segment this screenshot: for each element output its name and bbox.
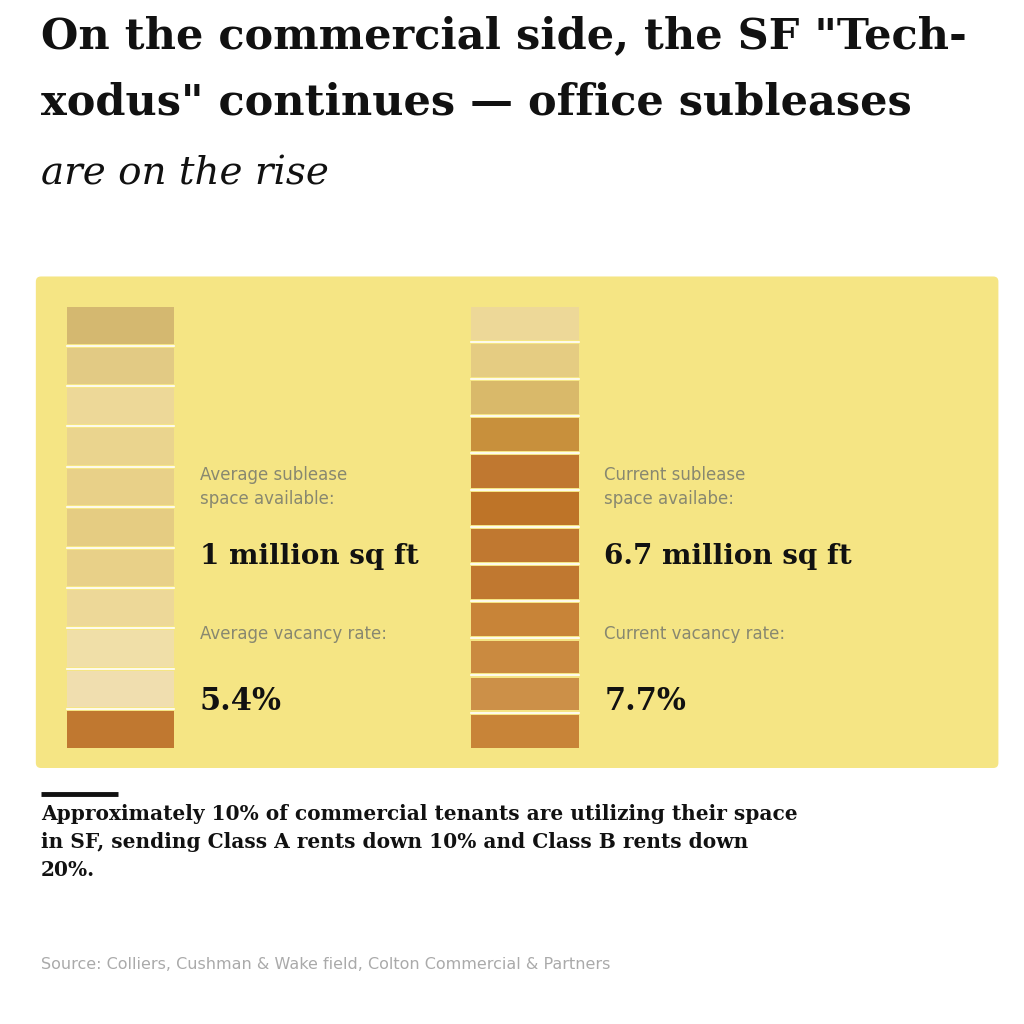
Bar xyxy=(471,344,579,377)
Text: 6.7 million sq ft: 6.7 million sq ft xyxy=(604,543,852,569)
Bar xyxy=(471,566,579,599)
Text: xodus" continues — office subleases: xodus" continues — office subleases xyxy=(41,82,911,124)
Bar xyxy=(471,493,579,525)
Text: 5.4%: 5.4% xyxy=(200,686,282,717)
Text: 1 million sq ft: 1 million sq ft xyxy=(200,543,419,569)
Bar xyxy=(471,381,579,415)
Bar xyxy=(67,550,174,586)
Bar xyxy=(67,509,174,546)
Bar xyxy=(471,678,579,711)
Bar xyxy=(67,428,174,465)
Bar xyxy=(67,469,174,505)
Bar xyxy=(471,529,579,562)
Text: On the commercial side, the SF "Tech-: On the commercial side, the SF "Tech- xyxy=(41,15,967,57)
Bar xyxy=(67,347,174,384)
Bar xyxy=(471,715,579,748)
Bar xyxy=(67,631,174,667)
Text: Average sublease
space available:: Average sublease space available: xyxy=(200,466,347,508)
FancyBboxPatch shape xyxy=(36,276,998,768)
Bar xyxy=(67,307,174,343)
Bar xyxy=(67,590,174,627)
Text: Current sublease
space availabe:: Current sublease space availabe: xyxy=(604,466,745,508)
Text: 7.7%: 7.7% xyxy=(604,686,686,717)
Bar xyxy=(471,641,579,674)
Bar xyxy=(471,603,579,637)
Bar xyxy=(67,388,174,424)
Bar xyxy=(471,419,579,452)
Text: Current vacancy rate:: Current vacancy rate: xyxy=(604,625,785,643)
Text: are on the rise: are on the rise xyxy=(41,156,329,193)
Text: Source: Colliers, Cushman & Wake field, Colton Commercial & Partners: Source: Colliers, Cushman & Wake field, … xyxy=(41,957,610,973)
Bar xyxy=(471,456,579,488)
Text: Average vacancy rate:: Average vacancy rate: xyxy=(200,625,387,643)
Bar xyxy=(67,712,174,748)
Bar xyxy=(471,307,579,340)
Text: Approximately 10% of commercial tenants are utilizing their space
in SF, sending: Approximately 10% of commercial tenants … xyxy=(41,804,798,880)
Bar xyxy=(67,671,174,708)
